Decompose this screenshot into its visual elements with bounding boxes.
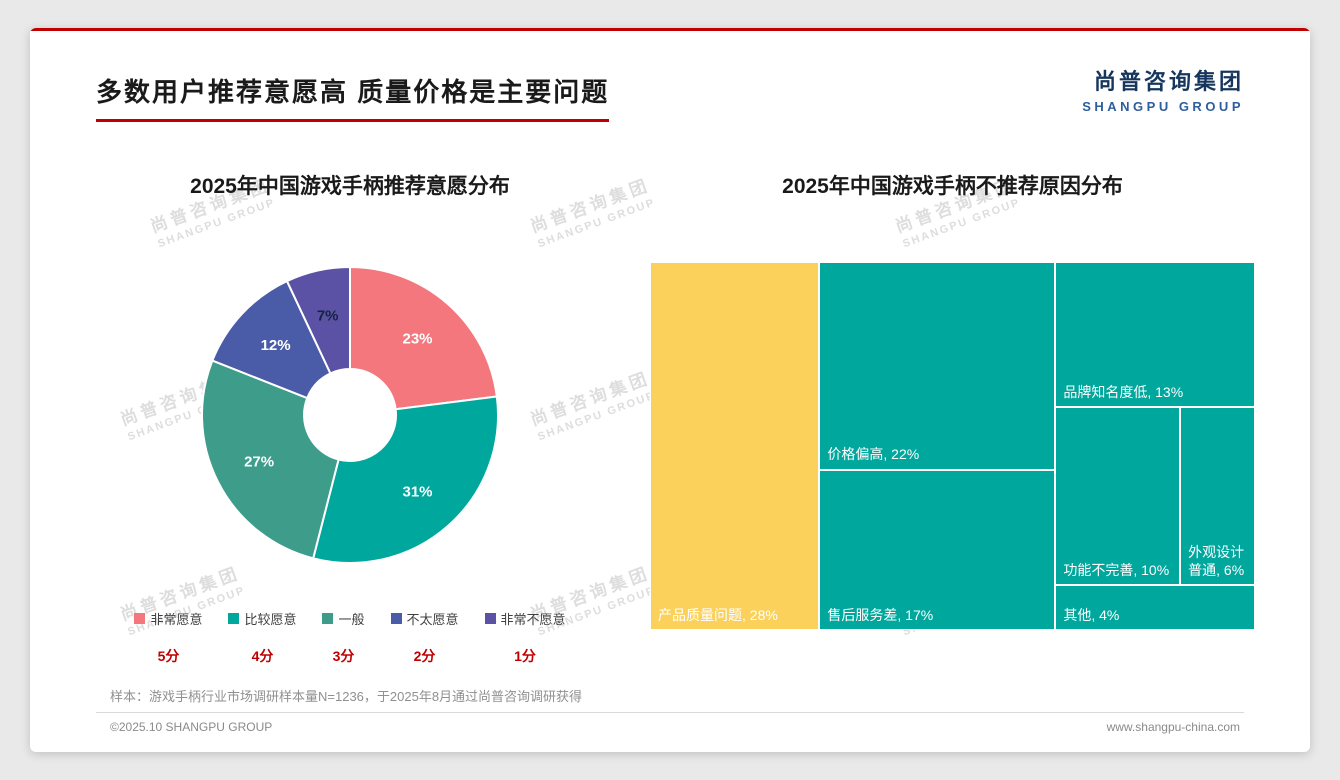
donut-value-label: 27%: [244, 453, 274, 470]
company-logo: 尚普咨询集团 SHANGPU GROUP: [1082, 64, 1244, 114]
slide-card: 尚普咨询集团 SHANGPU GROUP 尚普咨询集团 SHANGPU GROUP 尚普…: [30, 28, 1310, 752]
legend-entry: 一般: [322, 609, 365, 628]
treemap-box: 产品质量问题, 28%: [650, 262, 820, 630]
legend-score: 2分: [413, 648, 436, 664]
legend-label: 比较愿意: [244, 612, 297, 627]
legend-entry: 非常愿意: [134, 609, 202, 628]
legend-entry: 不太愿意: [390, 609, 459, 628]
copyright-text: ©2025.10 SHANGPU GROUP: [110, 720, 273, 734]
donut-slice: [211, 279, 332, 400]
website-text: www.shangpu-china.com: [1106, 720, 1240, 734]
sample-note: 样本：游戏手柄行业市场调研样本量N=1236，于2025年8月通过尚普咨询调研获…: [110, 689, 583, 704]
donut-slice: [349, 265, 498, 411]
legend-swatch: [322, 613, 334, 624]
legend-entry: 非常不愿意: [484, 609, 566, 628]
treemap-label: 外观设计普通, 6%: [1188, 544, 1245, 579]
legend-score: 5分: [157, 648, 180, 664]
donut-legend: 非常愿意 5分 比较愿意 4分 一般 3分 不太愿意 2分 非常不愿意 1分: [85, 609, 615, 666]
legend-label: 非常愿意: [150, 612, 203, 627]
donut-svg: 23% 31% 27% 12% 7%: [201, 265, 499, 564]
legend-label: 一般: [338, 612, 365, 627]
logo-english-name: SHANGPU GROUP: [1082, 99, 1244, 114]
treemap-label: 价格偏高, 22%: [827, 446, 920, 463]
footer-divider: [96, 712, 1244, 713]
legend-item: 比较愿意 4分: [228, 609, 296, 666]
legend-score: 4分: [251, 648, 274, 664]
legend-item: 不太愿意 2分: [390, 609, 459, 666]
legend-swatch: [228, 613, 240, 624]
logo-chinese-name: 尚普咨询集团: [1093, 69, 1244, 94]
donut-slice: [285, 265, 351, 375]
accent-topline: [30, 28, 1310, 31]
treemap-box: 其他, 4%: [1055, 585, 1255, 630]
donut-value-label: 31%: [402, 484, 432, 501]
treemap-label: 功能不完善, 10%: [1063, 562, 1170, 579]
legend-item: 非常愿意 5分: [134, 609, 202, 666]
treemap-chart: 产品质量问题, 28% 价格偏高, 22% 售后服务差, 17% 品牌知名度低, 13…: [650, 262, 1255, 630]
donut-value-label: 23%: [402, 331, 432, 348]
treemap-chart-title: 2025年中国游戏手柄不推荐原因分布: [782, 175, 1123, 198]
footer: ©2025.10 SHANGPU GROUP www.shangpu-china…: [110, 720, 1240, 734]
donut-slice: [311, 395, 499, 564]
charts-row: 2025年中国游戏手柄推荐意愿分布 23% 31% 27% 12% 7% 非常愿意 5分 比…: [85, 158, 1255, 666]
treemap-chart-section: 2025年中国游戏手柄不推荐原因分布 产品质量问题, 28% 价格偏高, 22% 售…: [650, 158, 1255, 666]
treemap-label: 产品质量问题, 28%: [658, 606, 778, 623]
treemap-label: 售后服务差, 17%: [827, 606, 934, 623]
header: 多数用户推荐意愿高 质量价格是主要问题 尚普咨询集团 SHANGPU GROUP: [96, 56, 1244, 122]
legend-label: 非常不愿意: [500, 612, 566, 627]
legend-item: 非常不愿意 1分: [484, 609, 566, 666]
legend-swatch: [134, 613, 146, 624]
legend-swatch: [484, 613, 496, 624]
legend-score: 3分: [332, 648, 355, 664]
page-title: 多数用户推荐意愿高 质量价格是主要问题: [96, 72, 610, 122]
donut-chart-section: 2025年中国游戏手柄推荐意愿分布 23% 31% 27% 12% 7% 非常愿意 5分 比…: [85, 158, 615, 666]
treemap-box: 售后服务差, 17%: [819, 469, 1056, 630]
treemap-box: 功能不完善, 10%: [1055, 406, 1181, 586]
legend-item: 一般 3分: [322, 609, 365, 666]
treemap-label: 其他, 4%: [1063, 606, 1120, 623]
treemap-box: 外观设计普通, 6%: [1180, 406, 1255, 586]
legend-swatch: [390, 613, 402, 624]
treemap-box: 价格偏高, 22%: [819, 262, 1056, 470]
treemap-label: 品牌知名度低, 13%: [1063, 383, 1184, 400]
legend-label: 不太愿意: [406, 612, 459, 627]
donut-value-label: 12%: [261, 337, 291, 354]
legend-entry: 比较愿意: [228, 609, 296, 628]
donut-value-label: 7%: [317, 308, 339, 325]
legend-score: 1分: [514, 648, 536, 664]
treemap-box: 品牌知名度低, 13%: [1055, 262, 1255, 407]
donut-slice: [201, 359, 340, 560]
donut-chart: 23% 31% 27% 12% 7%: [195, 260, 505, 575]
donut-chart-title: 2025年中国游戏手柄推荐意愿分布: [190, 175, 510, 198]
